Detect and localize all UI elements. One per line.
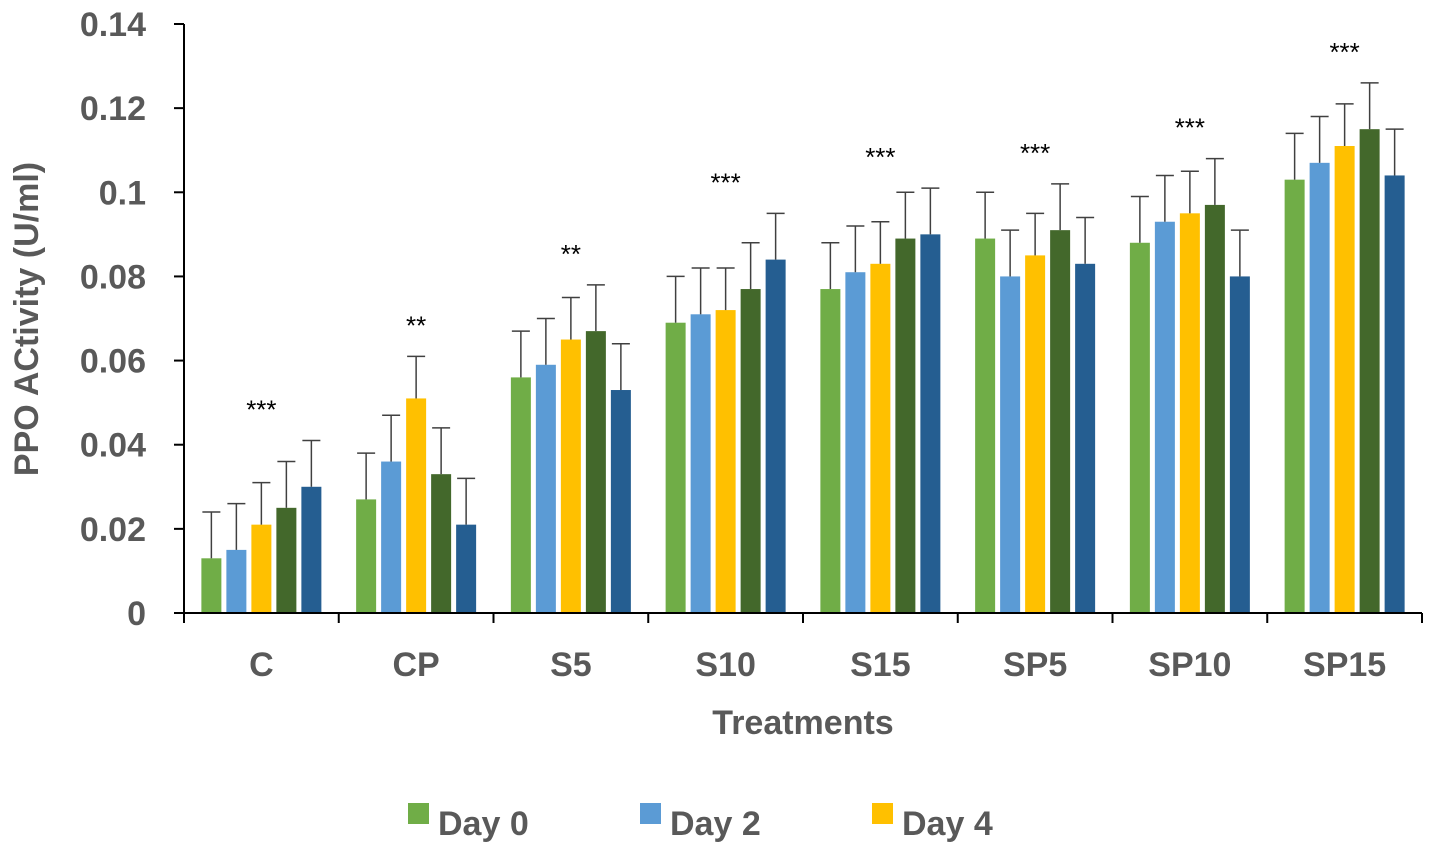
bar-c-day-0 xyxy=(201,558,222,613)
bar-sp10-day-4 xyxy=(1179,213,1200,614)
y-axis-ticks: 0 0.02 0.04 0.06 0.08 0.1 0.12 0.14 xyxy=(80,6,184,633)
bar-sp15-day-0 xyxy=(1284,179,1305,613)
significance-s10: *** xyxy=(710,167,740,197)
bar-cp-day-2 xyxy=(381,461,402,613)
bar-s5-day-4 xyxy=(560,339,581,613)
bar-s5-day-0 xyxy=(510,377,531,613)
bar-cp-day-0 xyxy=(356,499,377,613)
y-tick-label: 0.12 xyxy=(80,90,146,128)
significance-sp5: *** xyxy=(1020,138,1050,168)
legend-label-day-2: Day 2 xyxy=(670,805,761,843)
significance-s5: ** xyxy=(561,239,581,269)
bar-sp5-day-4 xyxy=(1025,255,1046,613)
bar-s15-day-0 xyxy=(820,289,841,613)
significance-cp: ** xyxy=(406,310,426,340)
bar-cp-day-4 xyxy=(406,398,427,613)
x-tick-label-sp5: SP5 xyxy=(1003,646,1067,684)
bar-sp15-day-6 xyxy=(1359,129,1380,613)
bar-sp15-day-2 xyxy=(1309,162,1330,614)
bar-s15-day-8 xyxy=(920,234,941,613)
y-tick-label: 0.14 xyxy=(80,6,146,44)
bar-cp-day-8 xyxy=(456,524,477,613)
y-tick-label: 0.04 xyxy=(80,427,146,465)
legend-swatch-day-4 xyxy=(872,803,893,824)
legend-swatch-day-0 xyxy=(408,803,429,824)
bar-c-day-2 xyxy=(226,549,247,613)
legend-label-day-0: Day 0 xyxy=(438,805,529,843)
bar-sp10-day-0 xyxy=(1129,242,1150,613)
bar-s15-day-4 xyxy=(870,263,891,613)
bar-sp10-day-2 xyxy=(1154,221,1175,613)
legend-label-day-4: Day 4 xyxy=(902,805,993,843)
y-axis-title: PPO ACtivity (U/ml) xyxy=(8,162,46,476)
bar-s15-day-6 xyxy=(895,238,916,614)
bar-sp5-day-8 xyxy=(1075,263,1096,613)
bar-s5-day-2 xyxy=(535,364,556,613)
x-tick-label-s15: S15 xyxy=(850,646,911,684)
bar-s10-day-8 xyxy=(765,259,786,613)
y-tick-label: 0.08 xyxy=(80,258,146,296)
significance-c: *** xyxy=(246,395,276,425)
y-tick-label: 0.02 xyxy=(80,511,146,549)
bar-c-day-8 xyxy=(301,486,322,613)
bar-s10-day-4 xyxy=(715,310,736,613)
bar-s10-day-0 xyxy=(665,322,686,613)
bar-sp5-day-0 xyxy=(975,238,996,614)
x-axis-ticks: C CP S5 S10 S15 SP5 SP10 SP15 xyxy=(183,613,1423,684)
bar-c-day-4 xyxy=(251,524,272,613)
bar-sp5-day-6 xyxy=(1050,230,1071,613)
legend-swatch-day-2 xyxy=(640,803,661,824)
x-tick-label-sp10: SP10 xyxy=(1148,646,1231,684)
significance-sp10: *** xyxy=(1175,113,1205,143)
bar-c-day-6 xyxy=(276,507,297,613)
bar-s5-day-8 xyxy=(610,390,631,613)
y-tick-label: 0.06 xyxy=(80,343,146,381)
bar-cp-day-6 xyxy=(431,474,452,613)
bar-sp5-day-2 xyxy=(1000,276,1021,613)
x-tick-label-s5: S5 xyxy=(550,646,592,684)
y-tick-label: 0 xyxy=(127,595,146,633)
bar-sp10-day-6 xyxy=(1204,204,1225,613)
x-tick-label-sp15: SP15 xyxy=(1303,646,1386,684)
bar-sp15-day-8 xyxy=(1384,175,1405,613)
x-tick-label-c: C xyxy=(249,646,274,684)
bar-s10-day-6 xyxy=(740,289,761,613)
significance-markers: ************* ********* xyxy=(246,37,1360,425)
x-tick-label-s10: S10 xyxy=(695,646,756,684)
bar-sp10-day-8 xyxy=(1229,276,1250,613)
bar-s15-day-2 xyxy=(845,272,866,613)
x-tick-label-cp: CP xyxy=(393,646,440,684)
x-axis-title: Treatments xyxy=(712,704,893,742)
bar-s10-day-2 xyxy=(690,314,711,613)
significance-sp15: *** xyxy=(1329,37,1359,67)
bar-groups xyxy=(201,129,1405,614)
y-tick-label: 0.1 xyxy=(99,174,146,212)
significance-s15: *** xyxy=(865,142,895,172)
bar-sp15-day-4 xyxy=(1334,146,1355,613)
bar-s5-day-6 xyxy=(585,331,606,613)
error-bars xyxy=(202,82,1404,559)
legend: Day 0 Day 2 Day 4 xyxy=(408,803,993,843)
